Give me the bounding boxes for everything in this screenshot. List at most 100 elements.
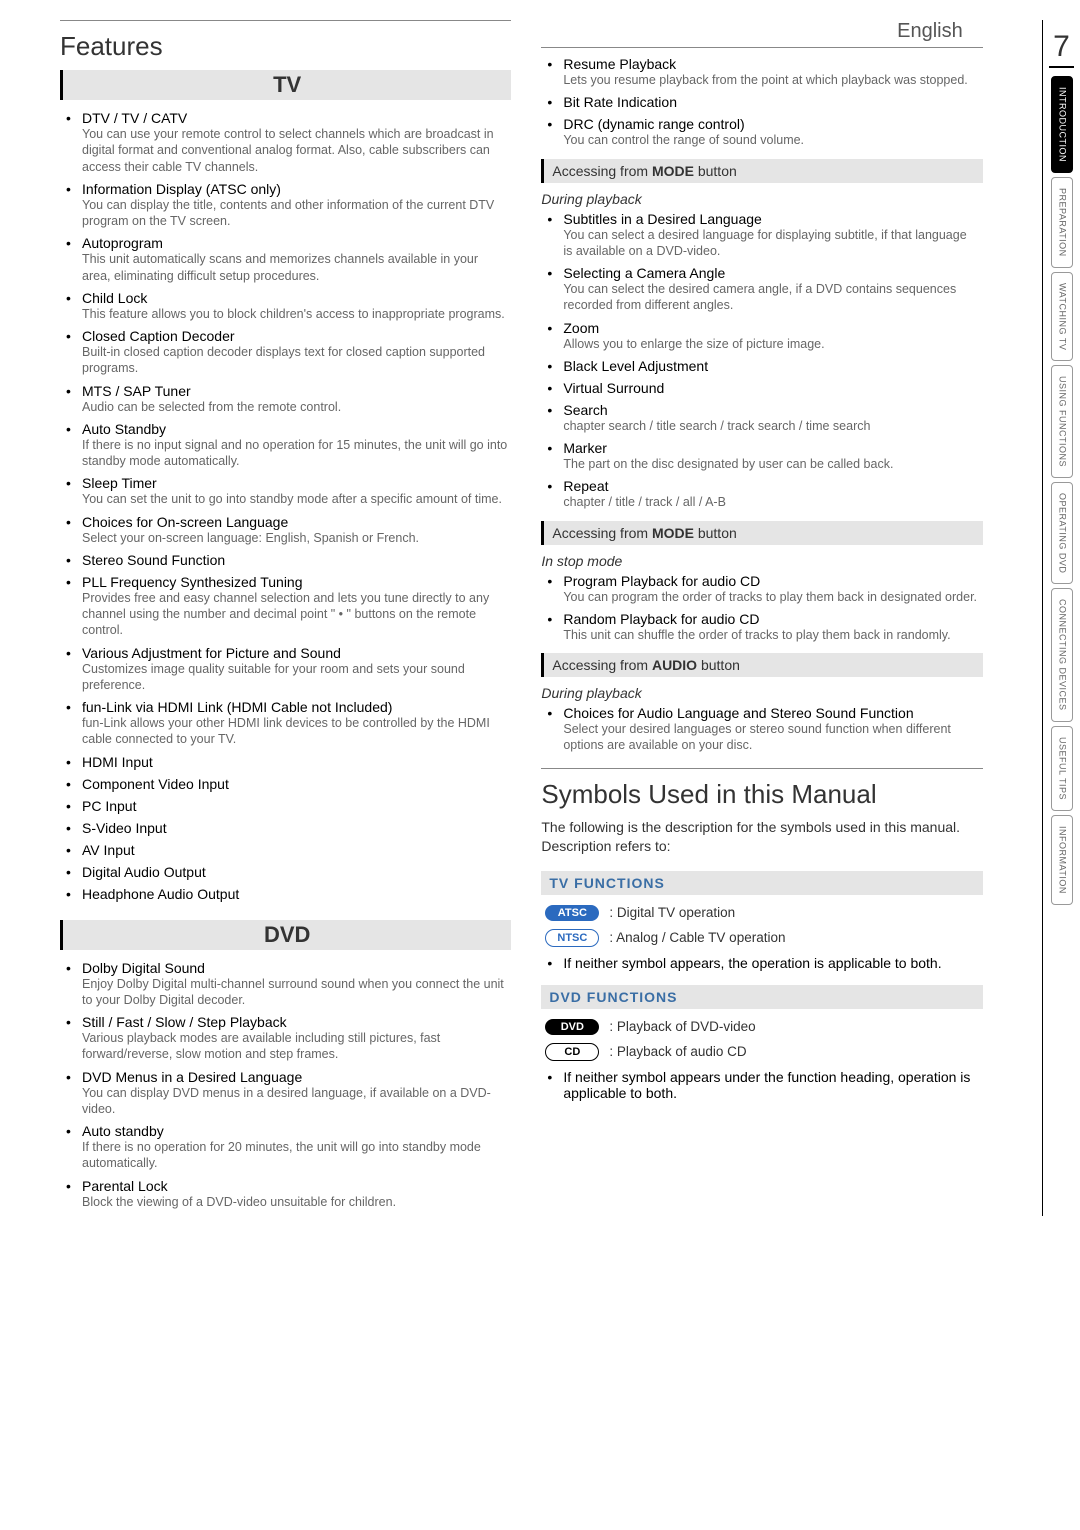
feature-item: DTV / TV / CATVYou can use your remote c… [60, 110, 511, 175]
feature-item: Virtual Surround [541, 380, 982, 396]
feature-desc: You can select a desired language for di… [563, 227, 982, 260]
nav-tab[interactable]: WATCHING TV [1051, 272, 1073, 361]
feature-item: Stereo Sound Function [60, 552, 511, 568]
feature-title: Choices for On-screen Language [82, 514, 288, 530]
tv-neither-text: If neither symbol appears, the operation… [563, 955, 941, 971]
symbol-row: DVD: Playback of DVD-video [545, 1019, 982, 1035]
nav-tab[interactable]: INFORMATION [1051, 815, 1073, 905]
stop-feature-list: Program Playback for audio CDYou can pro… [541, 573, 982, 644]
tv-functions-header: TV FUNCTIONS [541, 871, 982, 895]
nav-tab[interactable]: INTRODUCTION [1051, 76, 1073, 173]
feature-title: Various Adjustment for Picture and Sound [82, 645, 341, 661]
feature-item: Random Playback for audio CDThis unit ca… [541, 611, 982, 643]
audio-prefix: Accessing from [552, 657, 652, 673]
feature-item: Choices for Audio Language and Stereo So… [541, 705, 982, 754]
feature-item: Auto standbyIf there is no operation for… [60, 1123, 511, 1172]
feature-item: DRC (dynamic range control)You can contr… [541, 116, 982, 148]
feature-item: Component Video Input [60, 776, 511, 792]
feature-item: Repeatchapter / title / track / all / A-… [541, 478, 982, 510]
feature-item: MarkerThe part on the disc designated by… [541, 440, 982, 472]
feature-desc: You can select the desired camera angle,… [563, 281, 982, 314]
feature-title: PLL Frequency Synthesized Tuning [82, 574, 303, 590]
feature-title: MTS / SAP Tuner [82, 383, 191, 399]
nav-tab[interactable]: OPERATING DVD [1051, 482, 1073, 584]
feature-title: Zoom [563, 320, 599, 336]
feature-title: Marker [563, 440, 607, 456]
page-number: 7 [1049, 30, 1074, 68]
feature-item: HDMI Input [60, 754, 511, 770]
feature-desc: You can control the range of sound volum… [563, 132, 982, 148]
feature-note: (ATSC only) [202, 181, 281, 197]
feature-desc: If there is no operation for 20 minutes,… [82, 1139, 511, 1172]
feature-title: DVD Menus in a Desired Language [82, 1069, 302, 1085]
feature-title: Virtual Surround [563, 380, 664, 396]
feature-item: Still / Fast / Slow / Step PlaybackVario… [60, 1014, 511, 1063]
tv-header: TV [60, 70, 511, 100]
feature-desc: Block the viewing of a DVD-video unsuita… [82, 1194, 511, 1210]
dvd-feature-list: Dolby Digital SoundEnjoy Dolby Digital m… [60, 960, 511, 1210]
feature-item: fun-Link via HDMI Link (HDMI Cable not I… [60, 699, 511, 748]
page-tabs: 7 INTRODUCTION PREPARATION WATCHING TV USIN… [1043, 30, 1080, 909]
feature-item: Dolby Digital SoundEnjoy Dolby Digital m… [60, 960, 511, 1009]
feature-item: Auto StandbyIf there is no input signal … [60, 421, 511, 470]
feature-item: Choices for On-screen LanguageSelect you… [60, 514, 511, 546]
features-heading: Features [60, 31, 511, 62]
feature-desc: Select your desired languages or stereo … [563, 721, 982, 754]
feature-note: (HDMI Cable not Included) [223, 699, 393, 715]
playback-context: During playback [541, 191, 982, 207]
feature-item: PC Input [60, 798, 511, 814]
mode-suffix-2: button [694, 525, 737, 541]
dvd-header: DVD [60, 920, 511, 950]
feature-title: Selecting a Camera Angle [563, 265, 725, 281]
mode-bold-2: MODE [652, 525, 694, 541]
feature-title: PC Input [82, 798, 136, 814]
audio-context: During playback [541, 685, 982, 701]
tv-feature-list: DTV / TV / CATVYou can use your remote c… [60, 110, 511, 902]
symbols-heading: Symbols Used in this Manual [541, 779, 982, 810]
symbol-row: CD: Playback of audio CD [545, 1043, 982, 1061]
feature-title: Black Level Adjustment [563, 358, 708, 374]
feature-desc: Built-in closed caption decoder displays… [82, 344, 511, 377]
feature-title: Autoprogram [82, 235, 163, 251]
feature-item: Sleep TimerYou can set the unit to go in… [60, 475, 511, 507]
feature-title: Child Lock [82, 290, 147, 306]
mode-bold: MODE [652, 163, 694, 179]
feature-item: DVD Menus in a Desired LanguageYou can d… [60, 1069, 511, 1118]
sidebar: 7 INTRODUCTION PREPARATION WATCHING TV USIN… [1042, 20, 1080, 1216]
tv-symbols-list: ATSC: Digital TV operationNTSC: Analog /… [541, 905, 982, 947]
feature-title: Search [563, 402, 607, 418]
feature-item: AV Input [60, 842, 511, 858]
continued-feature-list: Resume PlaybackLets you resume playback … [541, 56, 982, 149]
mode-suffix: button [694, 163, 737, 179]
symbol-row: ATSC: Digital TV operation [545, 905, 982, 921]
left-column: Features TV DTV / TV / CATVYou can use y… [60, 20, 531, 1216]
feature-item: Subtitles in a Desired LanguageYou can s… [541, 211, 982, 260]
nav-tab[interactable]: USING FUNCTIONS [1051, 365, 1073, 478]
nav-tab[interactable]: PREPARATION [1051, 177, 1073, 268]
feature-title: Subtitles in a Desired Language [563, 211, 761, 227]
feature-desc: Allows you to enlarge the size of pictur… [563, 336, 982, 352]
feature-item: Digital Audio Output [60, 864, 511, 880]
audio-feature-list: Choices for Audio Language and Stereo So… [541, 705, 982, 754]
symbol-desc: : Playback of audio CD [609, 1044, 746, 1059]
feature-item: Headphone Audio Output [60, 886, 511, 902]
audio-header: Accessing from AUDIO button [541, 653, 982, 677]
feature-title: Closed Caption Decoder [82, 328, 235, 344]
language-label: English [541, 20, 982, 43]
nav-tabs: INTRODUCTION PREPARATION WATCHING TV USING … [1051, 76, 1073, 909]
feature-desc: Audio can be selected from the remote co… [82, 399, 511, 415]
feature-item: MTS / SAP TunerAudio can be selected fro… [60, 383, 511, 415]
feature-title: Sleep Timer [82, 475, 157, 491]
mode-prefix: Accessing from [552, 163, 652, 179]
mode-prefix-2: Accessing from [552, 525, 652, 541]
page-root: Features TV DTV / TV / CATVYou can use y… [0, 0, 1080, 1236]
nav-tab[interactable]: CONNECTING DEVICES [1051, 588, 1073, 722]
nav-tab[interactable]: USEFUL TIPS [1051, 726, 1073, 811]
feature-item: ZoomAllows you to enlarge the size of pi… [541, 320, 982, 352]
mode-header-1: Accessing from MODE button [541, 159, 982, 183]
feature-item: Information Display (ATSC only)You can d… [60, 181, 511, 230]
feature-desc: You can set the unit to go into standby … [82, 491, 511, 507]
feature-item: Various Adjustment for Picture and Sound… [60, 645, 511, 694]
feature-title: Information Display [82, 181, 202, 197]
content-columns: Features TV DTV / TV / CATVYou can use y… [60, 20, 1042, 1216]
